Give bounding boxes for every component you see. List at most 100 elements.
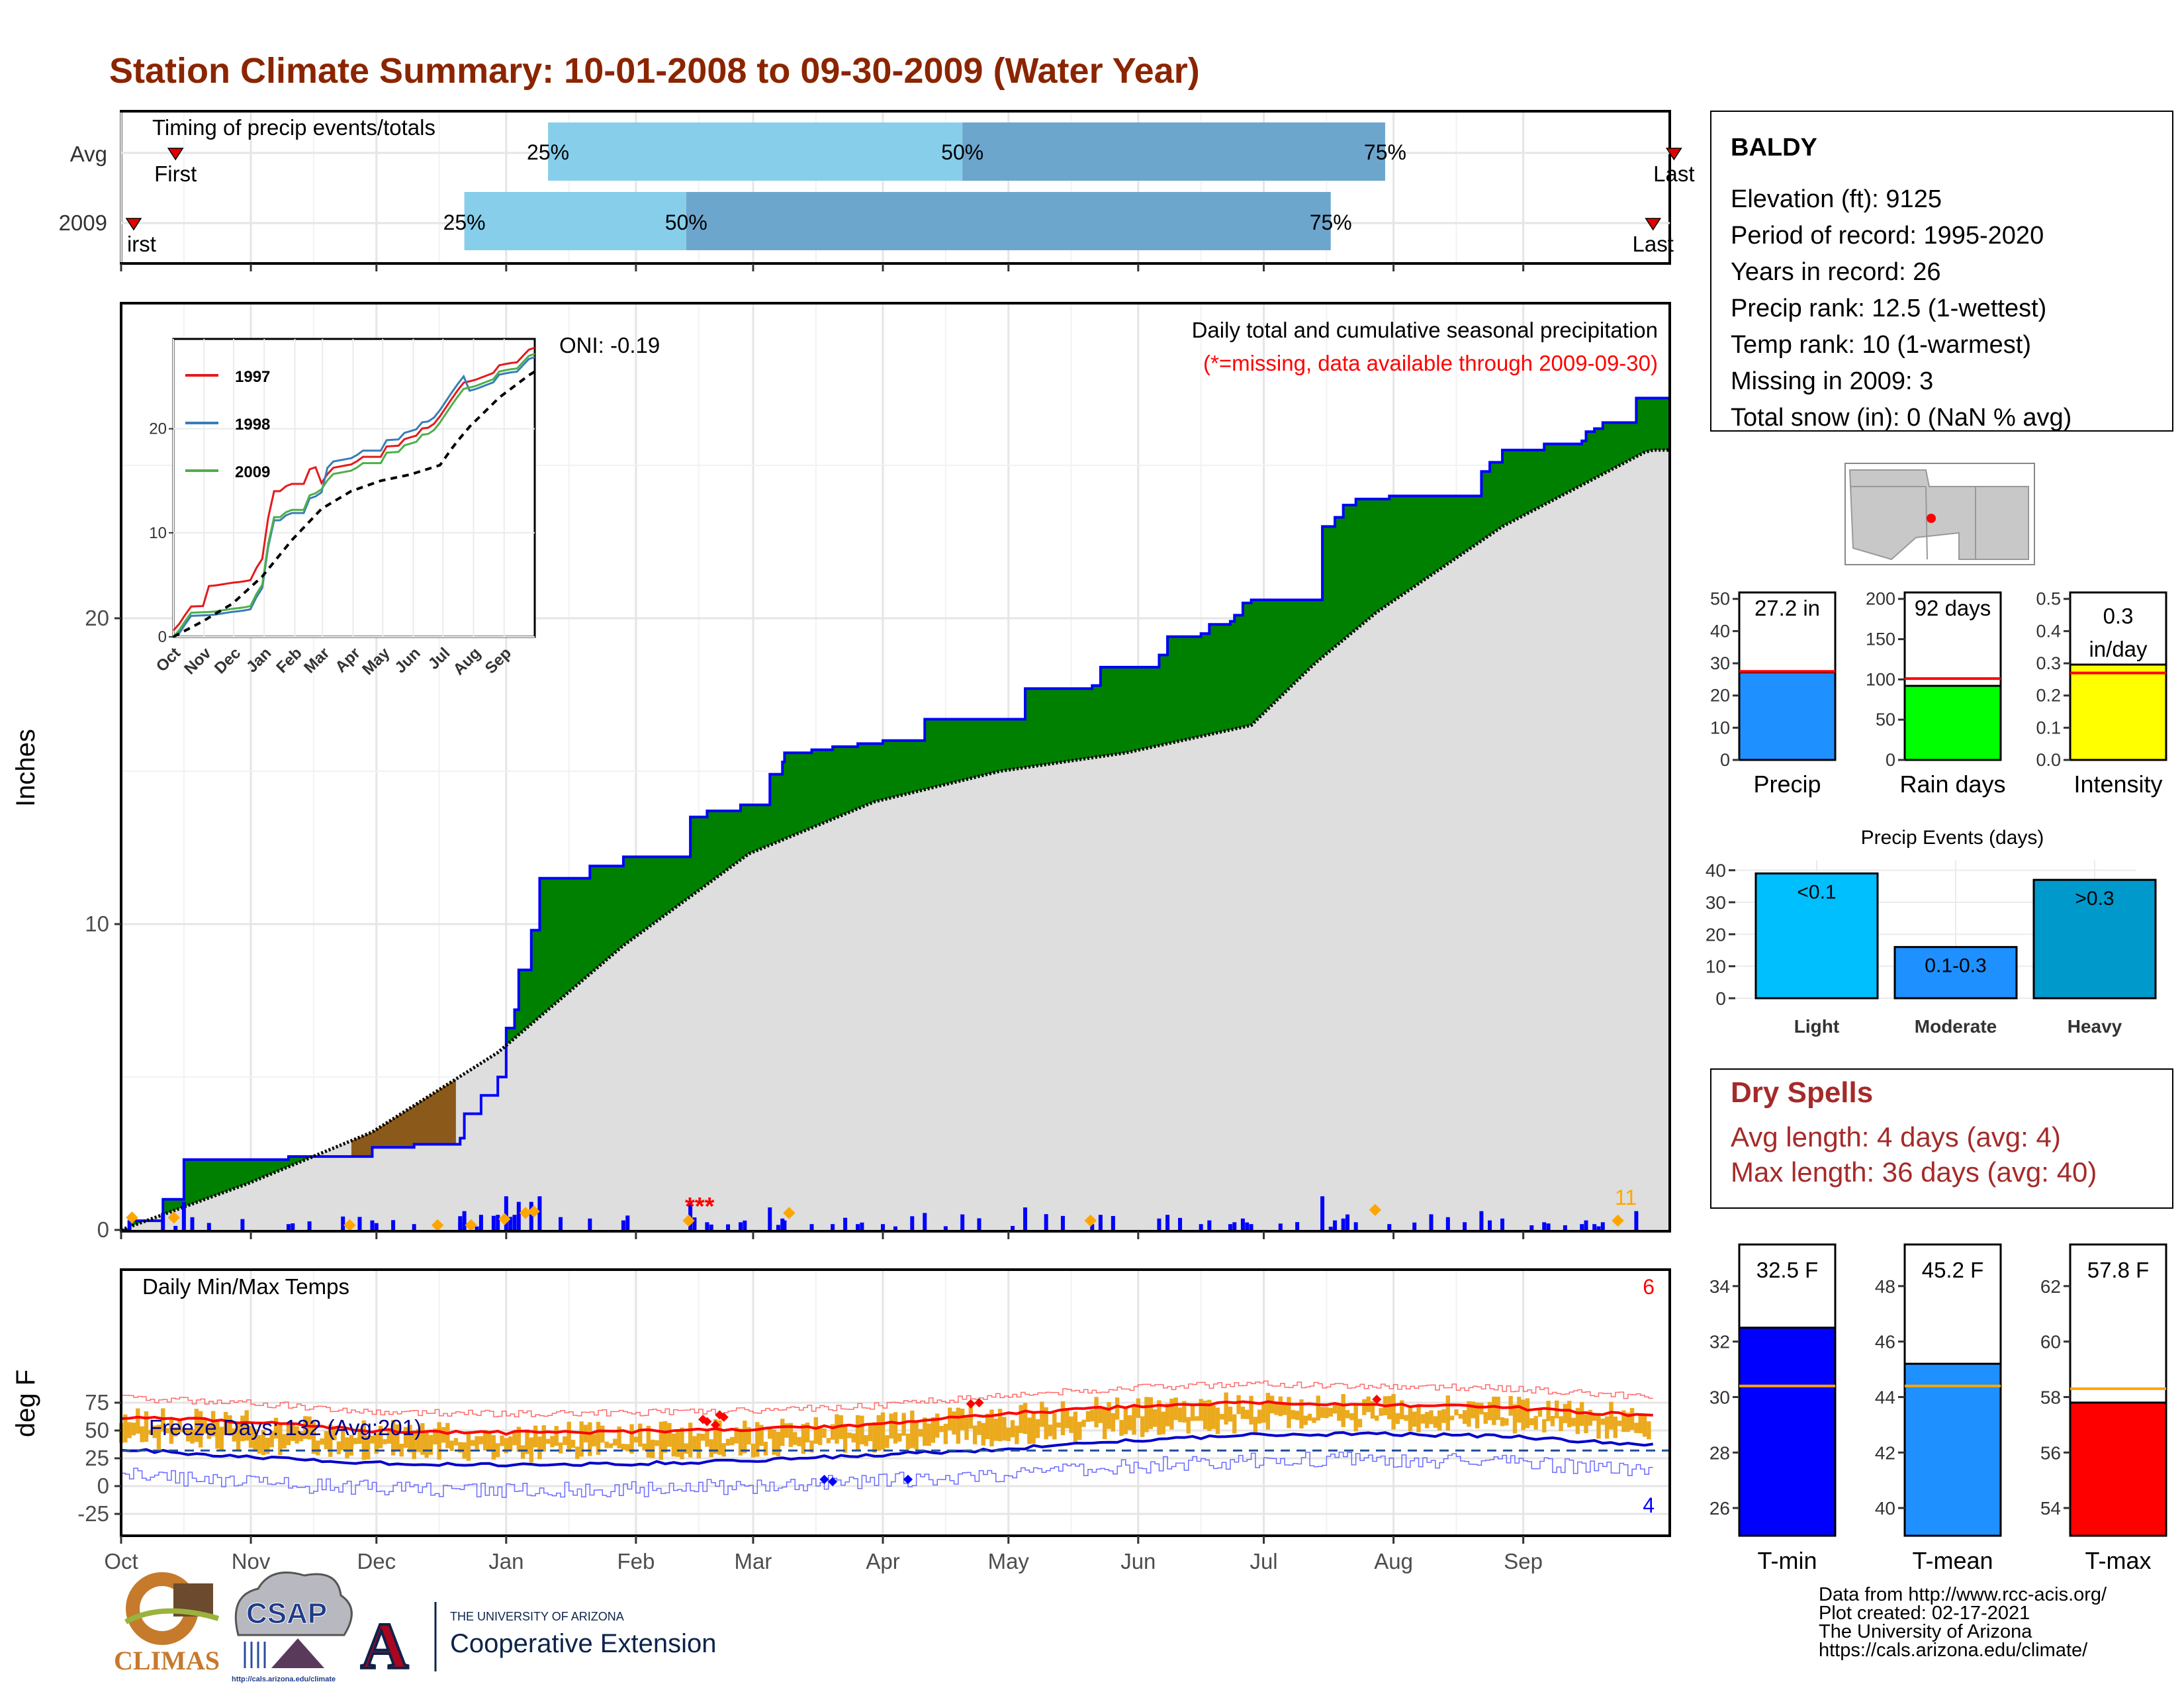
daily-temp-bar — [244, 1410, 249, 1441]
daily-temp-bar — [1462, 1410, 1467, 1425]
daily-temp-bar — [730, 1436, 735, 1446]
timing-75-label: 75% — [1310, 211, 1352, 234]
daily-precip-bar — [1295, 1222, 1300, 1230]
station-info-line: Elevation (ft): 9125 — [1731, 185, 1942, 213]
station-info-line: Years in record: 26 — [1731, 258, 1941, 286]
inset-line-1997 — [172, 346, 535, 632]
daily-temp-bar — [223, 1412, 228, 1435]
daily-temp-bar — [390, 1420, 396, 1456]
dry-spells-box: Dry Spells Avg length: 4 days (avg: 4) M… — [1710, 1068, 2173, 1209]
first-event-label: First — [154, 162, 197, 186]
daily-temp-bar — [805, 1422, 810, 1443]
daily-temp-bar — [667, 1423, 672, 1447]
daily-temp-bar — [286, 1424, 291, 1446]
daily-temp-bar — [1332, 1403, 1338, 1414]
mini-bar-category-label: Rain days — [1899, 771, 2005, 798]
daily-temp-bar — [1224, 1392, 1228, 1425]
daily-temp-bar — [935, 1413, 940, 1438]
temp-bar-category-label: T-mean — [1912, 1547, 1993, 1574]
daily-temp-bar — [960, 1409, 965, 1430]
daily-temp-bar — [232, 1428, 236, 1442]
daily-temp-bar — [927, 1423, 931, 1446]
events-bar — [2032, 878, 2157, 1000]
daily-temp-bar — [1152, 1409, 1158, 1427]
daily-temp-bar — [1600, 1419, 1606, 1425]
mini-bar-ytick-label: 200 — [1866, 589, 1895, 609]
daily-temp-bar — [487, 1430, 492, 1450]
footer-line-2: Plot created: 02-17-2021 — [1819, 1603, 2030, 1624]
daily-precip-bar — [537, 1196, 542, 1230]
daily-precip-bar — [960, 1214, 965, 1230]
daily-temp-bar — [943, 1423, 948, 1444]
daily-temp-bar — [889, 1413, 893, 1439]
temp-ytick-label: 50 — [85, 1418, 109, 1442]
daily-temp-bar — [403, 1427, 408, 1448]
daily-temp-bar — [165, 1428, 169, 1434]
daily-temp-bar — [638, 1423, 643, 1447]
daily-temp-bar — [340, 1430, 345, 1450]
events-bar-label: <0.1 — [1797, 882, 1836, 904]
daily-precip-bar — [127, 1220, 132, 1230]
daily-temp-bar — [1320, 1407, 1325, 1418]
daily-temp-bar — [316, 1440, 320, 1456]
mini-bar-ytick-label: 150 — [1866, 630, 1895, 649]
observed-cumulative-line — [121, 397, 1670, 1231]
daily-temp-bar — [428, 1434, 433, 1455]
daily-temp-bar — [408, 1425, 412, 1453]
daily-temp-bar — [964, 1415, 969, 1440]
daily-temp-bar — [646, 1425, 651, 1458]
timing-50-label: 50% — [941, 140, 983, 164]
daily-precip-bar — [1546, 1223, 1551, 1230]
daily-temp-bar — [1479, 1403, 1484, 1415]
month-tick-label: Oct — [104, 1549, 138, 1573]
daily-precip-bar — [856, 1224, 860, 1230]
daily-temp-bar — [763, 1441, 768, 1456]
daily-temp-bar — [1065, 1408, 1069, 1429]
csap-logo-text: CSAP — [246, 1597, 327, 1630]
daily-temp-bar — [830, 1424, 835, 1440]
daily-temp-bar — [1625, 1412, 1630, 1432]
daily-temp-bar — [349, 1434, 354, 1456]
daily-temp-bar — [872, 1422, 877, 1453]
events-category-label: Moderate — [1915, 1016, 1997, 1037]
daily-precip-bar — [1345, 1214, 1350, 1230]
temp-bar-ytick-label: 58 — [2040, 1387, 2061, 1407]
daily-precip-bar — [516, 1201, 521, 1230]
daily-precip-bar — [391, 1220, 396, 1230]
daily-precip-bar — [743, 1220, 747, 1230]
daily-temp-bar — [1638, 1415, 1643, 1434]
month-tick-label: Sep — [1504, 1549, 1543, 1573]
daily-temp-bar — [1299, 1399, 1304, 1429]
daily-temp-bar — [558, 1442, 563, 1454]
daily-temp-bar — [491, 1435, 496, 1460]
daily-precip-bar — [782, 1220, 787, 1230]
daily-temp-bar — [1107, 1401, 1111, 1429]
daily-temp-bar — [885, 1435, 889, 1448]
daily-temp-bar — [1006, 1427, 1011, 1442]
daily-temp-bar — [847, 1432, 852, 1438]
timing-bar-50-75 — [962, 122, 1385, 181]
daily-temp-bar — [449, 1440, 454, 1451]
daily-temp-bar — [136, 1408, 140, 1434]
daily-precip-bar — [1479, 1211, 1484, 1230]
daily-precip-bar — [181, 1201, 186, 1230]
daily-temp-bar — [600, 1425, 605, 1443]
temp-ytick-label: 25 — [85, 1446, 109, 1470]
inset-line-2009 — [172, 353, 535, 637]
daily-temp-bar — [713, 1419, 718, 1454]
inset-legend-label: 1997 — [235, 368, 270, 386]
mini-bar-category-label: Precip — [1753, 771, 1821, 798]
daily-temp-bar — [374, 1433, 379, 1454]
heavy-event-marker — [1612, 1214, 1624, 1227]
daily-temp-bar — [471, 1440, 475, 1446]
mini-bar-value-label: 0.3 — [2103, 604, 2134, 628]
daily-temp-bar — [1261, 1404, 1266, 1423]
events-bar-label: 0.1-0.3 — [1925, 955, 1986, 977]
daily-temp-bar — [1010, 1420, 1015, 1438]
daily-temp-bar — [177, 1418, 182, 1432]
daily-temp-bar — [127, 1422, 132, 1438]
daily-temp-bar — [1307, 1413, 1312, 1421]
temp-bar-value — [1903, 1362, 2002, 1537]
daily-temp-bar — [123, 1414, 128, 1443]
daily-temp-bar — [993, 1419, 998, 1441]
